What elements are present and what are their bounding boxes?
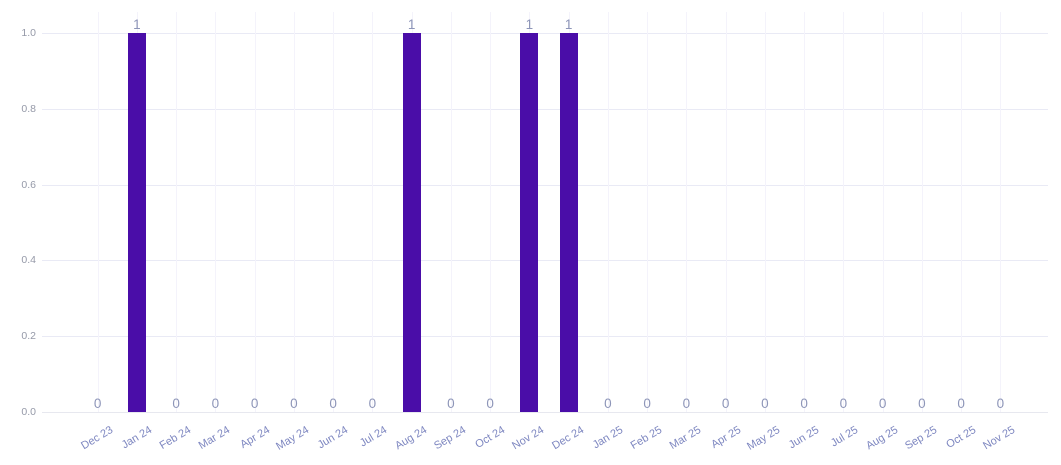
x-gridline [882,12,884,412]
value-label: 0 [329,396,337,411]
y-axis-tick-label: 0.2 [21,330,36,343]
value-label: 0 [721,396,730,411]
x-gridline [961,12,963,412]
x-axis-tick-label: Jun 24 [315,424,351,452]
x-gridline [176,12,178,412]
x-axis-tick-label: Aug 25 [863,424,900,453]
x-axis-line [42,412,1048,413]
value-label: 0 [250,396,259,411]
value-label: 1 [564,17,573,32]
value-label: 0 [290,396,298,411]
value-label: 0 [368,396,377,411]
x-axis-tick-label: May 25 [744,424,783,453]
x-axis-tick-label: Sep 25 [902,424,940,453]
value-label: 0 [93,396,102,411]
value-label: 0 [643,396,651,411]
value-label: 0 [918,396,926,411]
x-axis-tick-label: Oct 25 [944,424,979,451]
x-gridline [215,12,217,412]
x-axis-tick-label: Apr 24 [237,424,272,451]
y-axis-tick-label: 0.8 [21,102,36,115]
x-axis-tick-label: Jun 25 [786,424,822,452]
x-axis-tick-label: Feb 24 [157,424,194,452]
value-label: 0 [447,396,455,411]
x-axis-tick-label: Apr 25 [708,424,743,451]
x-axis-tick-label: Sep 24 [431,424,469,453]
x-gridline [607,12,609,412]
x-axis-tick-label: Dec 23 [78,424,115,453]
x-axis-tick-label: Jan 25 [590,424,626,452]
value-label: 1 [407,17,416,32]
x-axis-tick-label: Feb 25 [628,424,665,452]
value-label: 0 [682,396,691,411]
x-gridline [450,12,452,412]
y-gridline [42,33,1048,34]
x-gridline [254,12,256,412]
x-gridline [1000,12,1002,412]
bar[interactable] [127,33,146,412]
bar[interactable] [520,33,539,412]
x-gridline [490,12,492,412]
x-gridline [647,12,649,412]
value-label: 0 [486,396,494,411]
bar[interactable] [559,33,578,412]
y-gridline [42,109,1048,110]
x-axis-tick-label: May 24 [273,424,312,453]
value-label: 0 [800,396,808,411]
y-axis-tick-label: 0.4 [21,254,36,267]
value-label: 0 [996,396,1005,411]
value-label: 0 [172,396,180,411]
x-gridline [333,12,335,412]
x-axis-tick-label: Nov 25 [981,424,1018,453]
value-label: 0 [878,396,887,411]
x-axis-tick-label: Aug 24 [392,424,429,453]
y-gridline [42,185,1048,186]
x-axis-tick-label: Oct 24 [473,424,508,451]
x-axis-tick-label: Jan 24 [119,424,155,452]
x-gridline [686,12,688,412]
y-gridline [42,336,1048,337]
value-label: 1 [525,17,534,32]
value-label: 0 [839,396,848,411]
y-gridline [42,260,1048,261]
x-gridline [293,12,295,412]
x-axis-tick-label: Jul 25 [829,424,861,450]
value-label: 0 [211,396,220,411]
x-axis-tick-label: Mar 25 [668,424,704,452]
x-gridline [725,12,727,412]
y-axis-tick-label: 0.0 [21,406,36,418]
x-gridline [97,12,99,412]
x-axis-tick-label: Nov 24 [510,424,547,453]
value-label: 0 [761,396,769,411]
x-gridline [372,12,374,412]
x-gridline [764,12,766,412]
x-axis-tick-label: Mar 24 [197,424,233,452]
bar[interactable] [402,33,421,412]
x-axis-tick-label: Jul 24 [358,424,390,450]
value-label: 0 [957,396,965,411]
y-axis-tick-label: 1.0 [21,27,36,39]
y-axis-tick-label: 0.6 [21,178,36,191]
x-gridline [804,12,806,412]
x-axis-tick-label: Dec 24 [549,424,586,453]
x-gridline [843,12,845,412]
x-gridline [921,12,923,412]
value-label: 1 [133,17,141,32]
value-label: 0 [604,396,612,411]
